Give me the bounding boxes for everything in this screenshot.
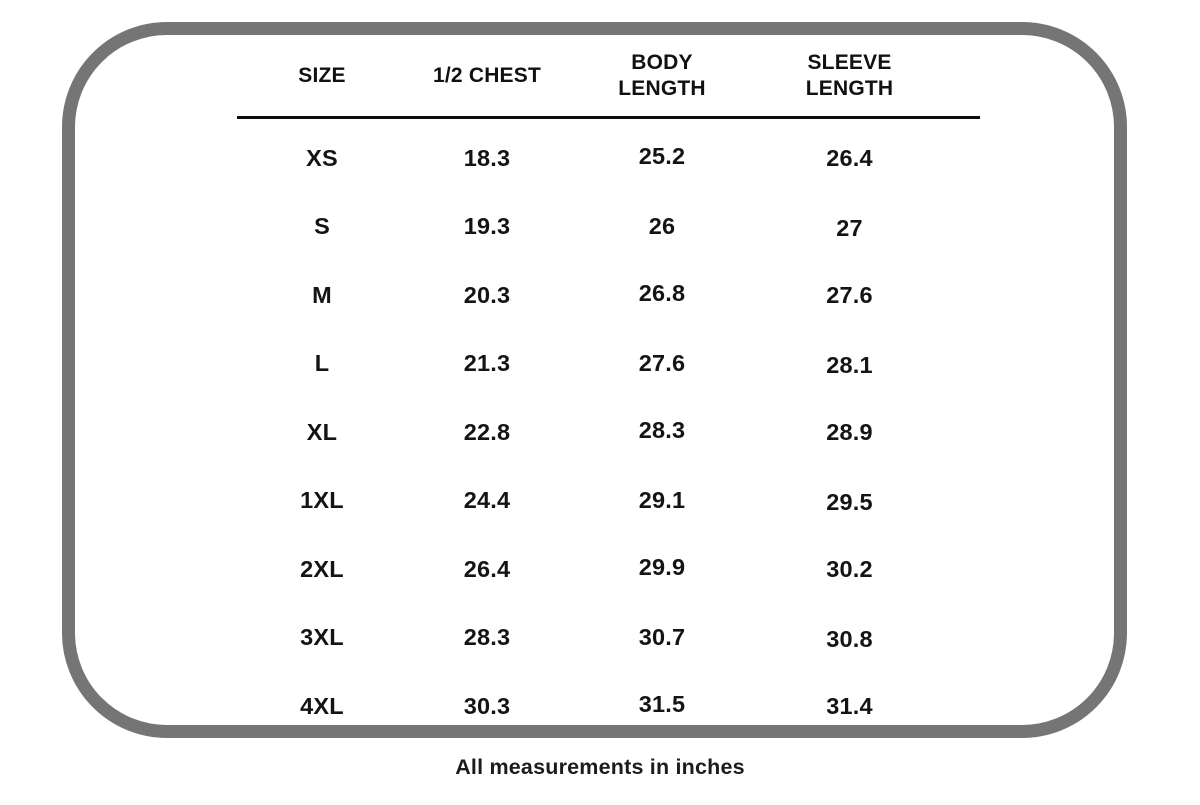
table-row: L 21.3 27.6 28.1 <box>237 330 980 399</box>
size-cell: XL <box>306 418 338 445</box>
measurement-cell: 31.5 <box>638 690 686 717</box>
measurement-cell: 27.6 <box>826 281 873 308</box>
size-chart-frame <box>62 22 1127 738</box>
measurements-footnote: All measurements in inches <box>455 755 745 779</box>
table-header-row: SIZE 1/2 CHEST BODY LENGTH SLEEVE LENGTH <box>237 40 980 112</box>
measurement-cell: 26.4 <box>826 144 873 171</box>
column-header-size: SIZE <box>237 63 407 89</box>
table-row: 3XL 28.3 30.7 30.8 <box>237 604 980 673</box>
table-row: S 19.3 26 27 <box>237 193 980 262</box>
column-header-label: SLEEVE LENGTH <box>805 50 894 100</box>
table-row: XS 18.3 25.2 26.4 <box>237 124 980 193</box>
size-cell: 4XL <box>300 692 344 719</box>
measurement-cell: 31.4 <box>826 692 873 719</box>
measurement-cell: 26 <box>648 213 676 240</box>
table-body: XS 18.3 25.2 26.4 S 19.3 26 27 M 20.3 26.8 27.6 L 21.… <box>237 124 980 741</box>
measurement-cell: 26.4 <box>463 555 511 582</box>
column-header-label: SIZE <box>298 63 346 87</box>
measurement-cell: 28.1 <box>826 352 873 379</box>
size-cell: M <box>312 281 332 308</box>
measurement-cell: 26.8 <box>638 279 686 306</box>
measurement-cell: 19.3 <box>463 213 511 240</box>
measurement-cell: 27.6 <box>638 350 686 377</box>
measurement-cell: 28.3 <box>463 624 511 651</box>
size-chart-table: SIZE 1/2 CHEST BODY LENGTH SLEEVE LENGTH… <box>237 40 980 741</box>
table-row: M 20.3 26.8 27.6 <box>237 261 980 330</box>
measurement-cell: 25.2 <box>638 142 686 169</box>
table-row: 2XL 26.4 29.9 30.2 <box>237 535 980 604</box>
size-cell: L <box>314 350 330 377</box>
measurement-cell: 29.5 <box>826 489 873 516</box>
size-cell: 3XL <box>300 624 344 651</box>
column-header-half-chest: 1/2 CHEST <box>407 63 567 89</box>
measurement-cell: 30.2 <box>826 555 873 582</box>
measurement-cell: 21.3 <box>463 350 511 377</box>
measurement-cell: 24.4 <box>463 487 511 514</box>
measurement-cell: 18.3 <box>463 144 511 171</box>
header-divider-rule <box>237 116 980 119</box>
table-row: XL 22.8 28.3 28.9 <box>237 398 980 467</box>
column-header-sleeve-length: SLEEVE LENGTH <box>757 50 942 103</box>
measurement-cell: 30.3 <box>463 692 511 719</box>
measurement-cell: 29.1 <box>638 487 686 514</box>
measurement-cell: 30.7 <box>638 624 686 651</box>
table-row: 1XL 24.4 29.1 29.5 <box>237 467 980 536</box>
measurement-cell: 28.3 <box>638 416 686 443</box>
measurement-cell: 20.3 <box>463 281 511 308</box>
size-cell: 1XL <box>300 487 344 514</box>
column-header-label: BODY LENGTH <box>618 50 706 100</box>
size-cell: XS <box>306 144 338 171</box>
measurement-cell: 27 <box>836 215 863 242</box>
table-row: 4XL 30.3 31.5 31.4 <box>237 672 980 741</box>
measurement-cell: 28.9 <box>826 418 873 445</box>
measurement-cell: 22.8 <box>463 418 511 445</box>
column-header-body-length: BODY LENGTH <box>567 50 757 103</box>
measurement-cell: 29.9 <box>638 553 686 580</box>
size-cell: S <box>314 213 330 240</box>
measurement-cell: 30.8 <box>826 626 873 653</box>
size-cell: 2XL <box>300 555 344 582</box>
column-header-label: 1/2 CHEST <box>433 63 541 87</box>
